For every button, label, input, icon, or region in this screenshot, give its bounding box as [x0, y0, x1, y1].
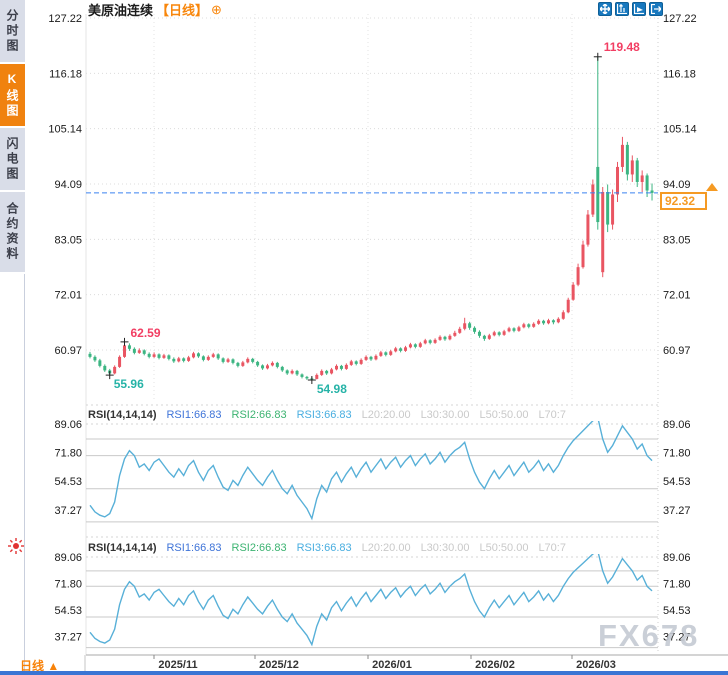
indicator-settings-sun-icon[interactable]: [7, 537, 25, 555]
svg-text:89.06: 89.06: [54, 552, 82, 564]
svg-text:89.06: 89.06: [663, 419, 691, 431]
svg-text:119.48: 119.48: [604, 40, 640, 54]
svg-text:54.53: 54.53: [663, 605, 691, 617]
svg-text:2026/03: 2026/03: [576, 659, 616, 671]
current-price-tag: 92.32: [660, 192, 707, 210]
rsi-l20-level: L20:20.00: [361, 542, 411, 554]
bottom-blue-bar: [0, 671, 728, 675]
svg-text:2026/02: 2026/02: [475, 659, 515, 671]
rsi-panel-1-header: RSI(14,14,14) RSI1:66.83 RSI2:66.83 RSI3…: [88, 409, 648, 421]
chart-title: 美原油连续 【日线】 ⊕: [88, 1, 222, 18]
rsi2-value: RSI2:66.83: [231, 542, 287, 554]
sidebar-tab-time-chart[interactable]: 分时图: [0, 0, 25, 64]
svg-text:60.97: 60.97: [54, 345, 82, 357]
zoom-x-scale-icon[interactable]: [632, 2, 646, 16]
zoom-y-scale-icon[interactable]: [615, 2, 629, 16]
circle-plus-icon[interactable]: ⊕: [211, 1, 222, 17]
footer-period-selector[interactable]: 日线 ▲: [20, 659, 60, 673]
sidebar-tab-kline-chart[interactable]: K线图: [0, 64, 25, 128]
rsi-l70-level: L70:7: [538, 542, 566, 554]
svg-text:94.09: 94.09: [663, 179, 691, 191]
svg-text:94.09: 94.09: [54, 179, 82, 191]
rsi-l50-level: L50:50.00: [479, 542, 529, 554]
rsi1-value: RSI1:66.83: [166, 542, 222, 554]
rsi-panel-2-header: RSI(14,14,14) RSI1:66.83 RSI2:66.83 RSI3…: [88, 542, 648, 554]
svg-text:37.27: 37.27: [54, 631, 82, 643]
rsi-l50-level: L50:50.00: [479, 409, 529, 421]
svg-text:89.06: 89.06: [663, 552, 691, 564]
sidebar-tab-contract-info[interactable]: 合约资料: [0, 192, 25, 274]
svg-text:55.96: 55.96: [114, 377, 144, 391]
svg-text:72.01: 72.01: [54, 290, 82, 302]
svg-text:71.80: 71.80: [54, 448, 82, 460]
rsi2-value: RSI2:66.83: [231, 409, 287, 421]
sidebar-tab-flash-chart[interactable]: 闪电图: [0, 128, 25, 192]
rsi3-value: RSI3:66.83: [296, 409, 352, 421]
rsi-l30-level: L30:30.00: [420, 409, 470, 421]
svg-text:83.05: 83.05: [54, 234, 82, 246]
svg-text:71.80: 71.80: [663, 578, 691, 590]
chart-toolbar: [598, 2, 663, 16]
svg-text:72.01: 72.01: [663, 290, 691, 302]
svg-text:2026/01: 2026/01: [372, 659, 412, 671]
rsi-indicator-name: RSI(14,14,14): [88, 542, 157, 554]
svg-text:71.80: 71.80: [663, 448, 691, 460]
rsi-indicator-name: RSI(14,14,14): [88, 409, 157, 421]
sidebar: 分时图 K线图 闪电图 合约资料: [0, 0, 25, 675]
svg-text:54.98: 54.98: [317, 382, 347, 396]
svg-text:37.27: 37.27: [54, 505, 82, 517]
rsi-l20-level: L20:20.00: [361, 409, 411, 421]
svg-text:116.18: 116.18: [49, 68, 82, 80]
fx678-watermark: FX678: [598, 618, 700, 653]
rsi-l70-level: L70:7: [538, 409, 566, 421]
svg-text:105.14: 105.14: [663, 124, 697, 136]
period-tag: 【日线】: [156, 2, 209, 18]
symbol-name: 美原油连续: [88, 2, 154, 18]
svg-text:71.80: 71.80: [54, 578, 82, 590]
svg-text:54.53: 54.53: [54, 476, 82, 488]
svg-text:2025/11: 2025/11: [158, 659, 197, 671]
svg-text:54.53: 54.53: [663, 476, 691, 488]
exit-fullscreen-icon[interactable]: [649, 2, 663, 16]
svg-text:62.59: 62.59: [131, 326, 161, 340]
svg-text:54.53: 54.53: [54, 605, 82, 617]
svg-text:37.27: 37.27: [663, 505, 691, 517]
svg-text:105.14: 105.14: [48, 124, 82, 136]
svg-text:127.22: 127.22: [663, 13, 697, 25]
price-up-arrow-icon: [706, 183, 718, 191]
svg-text:2025/12: 2025/12: [259, 659, 299, 671]
rsi1-value: RSI1:66.83: [166, 409, 222, 421]
svg-text:60.97: 60.97: [663, 345, 691, 357]
svg-text:89.06: 89.06: [54, 419, 82, 431]
svg-text:116.18: 116.18: [663, 68, 696, 80]
rsi3-value: RSI3:66.83: [296, 542, 352, 554]
svg-text:37.27: 37.27: [663, 631, 691, 643]
pan-crosshair-icon[interactable]: [598, 2, 612, 16]
rsi-l30-level: L30:30.00: [420, 542, 470, 554]
svg-text:83.05: 83.05: [663, 234, 691, 246]
svg-text:127.22: 127.22: [48, 13, 82, 25]
